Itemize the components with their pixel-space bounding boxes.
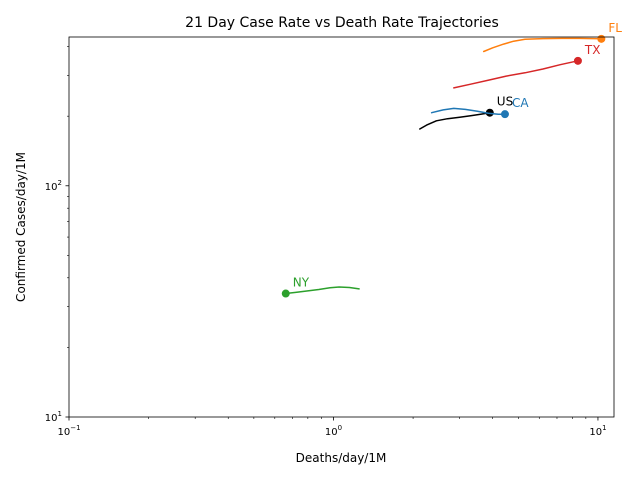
y-tick-label: 101 [45, 410, 62, 424]
x-tick-label-base: 10 [589, 427, 602, 438]
x-tick-label: 101 [589, 424, 606, 438]
x-tick-label: 10−1 [57, 424, 80, 438]
y-tick-label-base: 10 [45, 413, 58, 424]
series-endpoint-ca [500, 110, 509, 119]
x-tick-label-exponent: 0 [338, 424, 342, 432]
series-endpoint-ny [281, 289, 290, 298]
series-label-fl: FL [608, 21, 622, 35]
y-tick-label-exponent: 1 [58, 410, 62, 418]
x-tick-label-base: 10 [325, 427, 338, 438]
y-axis-label: Confirmed Cases/day/1M [14, 152, 28, 302]
series-line-us [419, 111, 491, 130]
x-tick-label: 100 [325, 424, 342, 438]
series-endpoint-fl [597, 34, 606, 43]
series-label-tx: TX [584, 43, 601, 57]
series-line-ca [430, 107, 506, 115]
series-label-us: US [497, 95, 513, 109]
x-tick-label-exponent: 1 [602, 424, 606, 432]
series-line-tx [453, 60, 579, 89]
x-axis-label: Deaths/day/1M [296, 451, 387, 465]
x-tick-label-base: 10 [57, 427, 70, 438]
series-endpoint-tx [573, 56, 582, 65]
series-line-fl [482, 37, 603, 53]
series-label-ca: CA [512, 96, 529, 110]
y-tick-label-base: 10 [45, 182, 58, 193]
y-tick-label: 102 [45, 179, 62, 193]
series-line-ny [284, 286, 360, 295]
x-tick-label-exponent: −1 [70, 424, 80, 432]
plot-frame [68, 36, 615, 418]
series-label-ny: NY [293, 276, 310, 290]
chart-title: 21 Day Case Rate vs Death Rate Trajector… [185, 15, 499, 31]
y-tick-label-exponent: 2 [58, 179, 62, 187]
